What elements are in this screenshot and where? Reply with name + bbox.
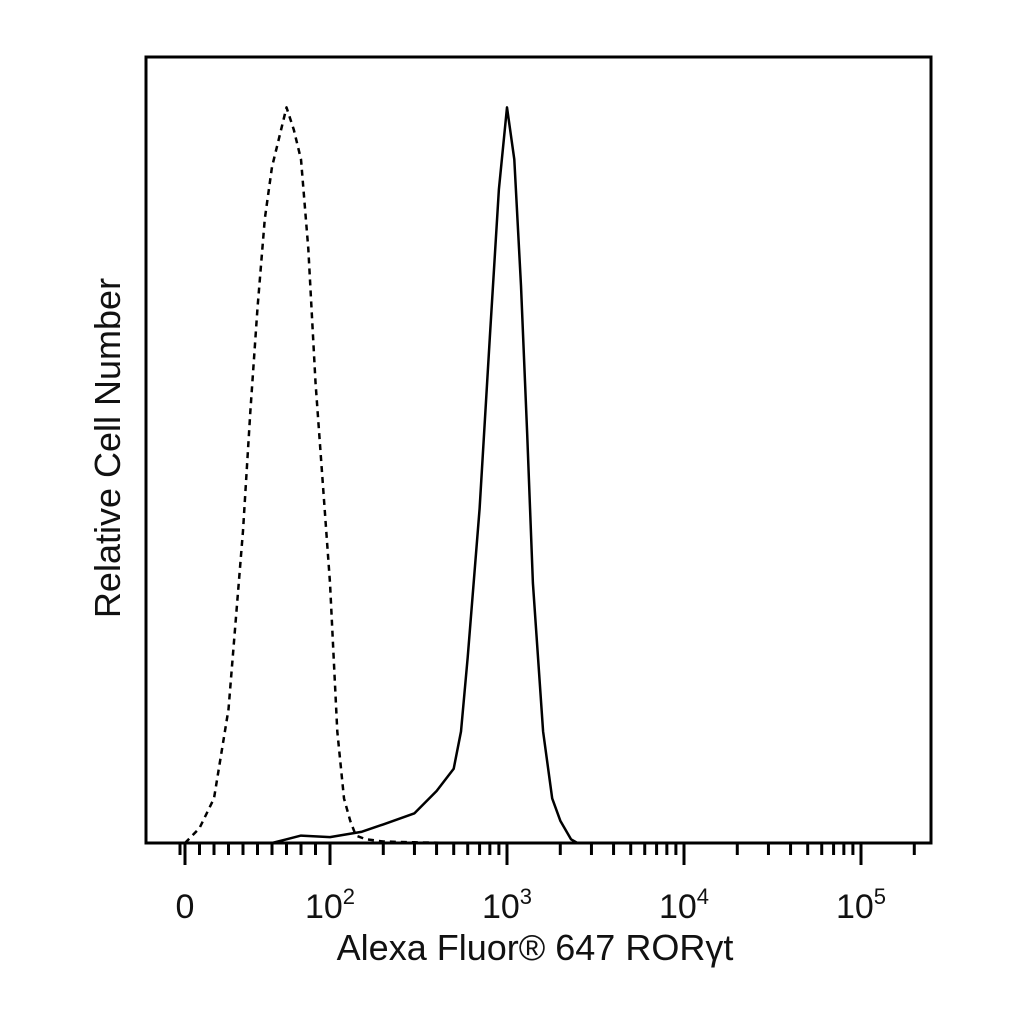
y-axis-label: Relative Cell Number: [87, 278, 128, 618]
x-axis-ticks: [178, 843, 916, 865]
x-tick-label: 105: [836, 884, 886, 926]
x-tick-label: 0: [176, 888, 195, 926]
x-tick-label: 103: [482, 884, 532, 926]
series-line-solid: [185, 106, 861, 845]
series-layer: [184, 106, 861, 845]
x-axis-tick-labels: 0 102 103 104 105: [176, 884, 887, 926]
plot-frame: [144, 55, 933, 845]
x-tick-label: 104: [659, 884, 709, 926]
series-line-dashed: [184, 106, 861, 845]
x-axis-label: Alexa Fluor® 647 RORγt: [337, 927, 734, 968]
x-tick-label: 102: [305, 884, 355, 926]
